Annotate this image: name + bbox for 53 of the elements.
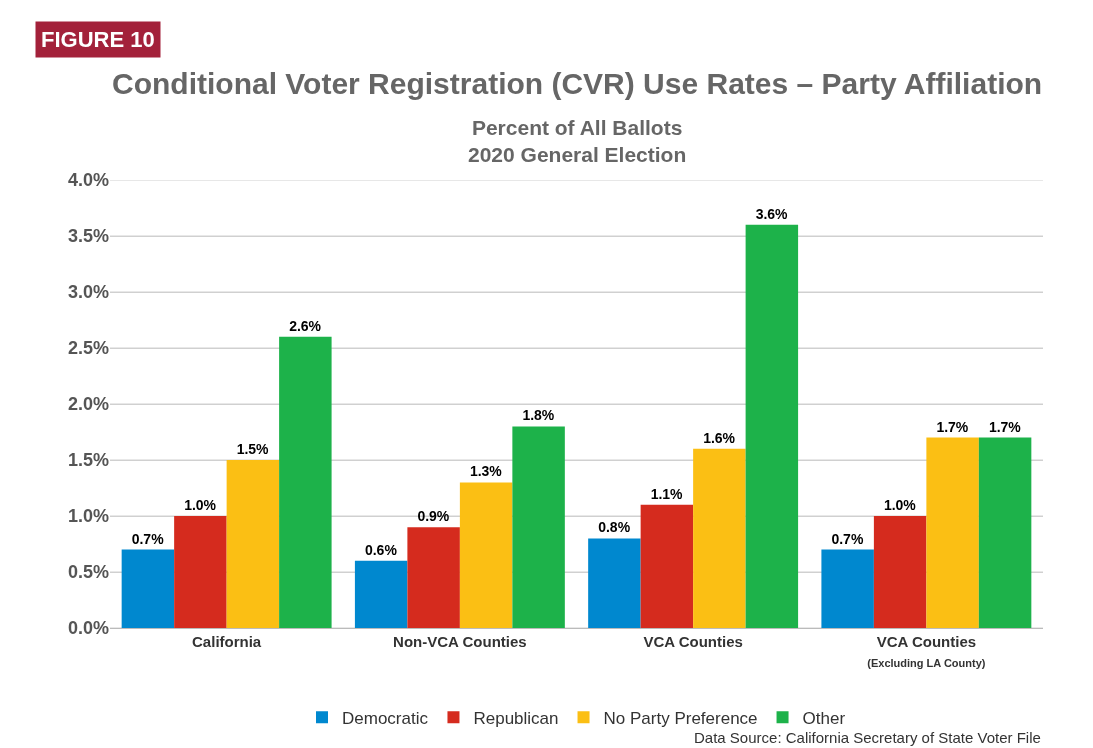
text: 1.8%	[522, 407, 555, 424]
y-tick-label: 2.5%	[67, 338, 109, 359]
chart-subtitle: Percent of All Ballots 2020 General Election	[468, 116, 687, 167]
text: 0.8%	[598, 519, 631, 536]
legend-label: Democratic	[342, 708, 429, 728]
bar	[873, 516, 927, 628]
legend-label: Other	[802, 708, 846, 728]
text: 0.7%	[831, 530, 864, 547]
bar	[512, 426, 565, 628]
text: 1.7%	[988, 418, 1021, 435]
bar	[354, 560, 408, 628]
bar	[588, 538, 641, 628]
text: 0.9%	[417, 508, 450, 525]
bar	[978, 437, 1032, 628]
text: 0.7%	[131, 530, 164, 547]
text: 1.1%	[650, 485, 683, 502]
y-tick-label: 1.0%	[67, 506, 109, 527]
x-tick-label: VCA Counties (Excluding LA County)	[867, 633, 986, 669]
bar	[121, 549, 175, 628]
bar	[459, 482, 513, 628]
text: 1.3%	[469, 463, 502, 480]
text: 3.6%	[755, 205, 788, 222]
text: 1.6%	[703, 429, 736, 446]
bar	[926, 437, 979, 628]
source-note: Data Source: California Secretary of State Voter File	[694, 729, 1041, 746]
bar	[174, 516, 227, 628]
legend-label: Republican	[473, 708, 559, 728]
y-tick-label: 0.0%	[67, 618, 109, 639]
bar	[821, 549, 874, 628]
y-tick-label: 4.0%	[67, 170, 109, 191]
y-tick-label: 3.5%	[67, 226, 109, 247]
y-tick-label: 3.0%	[67, 282, 109, 303]
x-tick-label: VCA Counties	[643, 633, 743, 650]
bar	[745, 224, 799, 628]
text: 1.5%	[236, 441, 269, 457]
x-tick-label: Non-VCA Counties	[393, 633, 527, 650]
bar	[407, 527, 460, 628]
chart-title: Conditional Voter Registration (CVR) Use Rates – Party Affiliation	[112, 67, 1043, 100]
text: 0.6%	[364, 541, 397, 558]
text: 1.7%	[936, 418, 969, 435]
text: 2.6%	[289, 317, 322, 334]
bar	[226, 460, 280, 628]
bar	[640, 504, 694, 628]
text: 1.0%	[883, 497, 916, 513]
legend-label: No Party Preference	[603, 708, 758, 728]
y-tick-label: 2.0%	[67, 394, 109, 415]
x-tick-label: California	[192, 633, 262, 650]
bar	[693, 448, 746, 628]
text: 1.0%	[184, 497, 217, 513]
bar	[279, 336, 332, 628]
y-tick-label: 0.5%	[67, 562, 109, 583]
caption: FIGURE 10	[41, 27, 155, 52]
y-tick-label: 1.5%	[67, 450, 109, 471]
